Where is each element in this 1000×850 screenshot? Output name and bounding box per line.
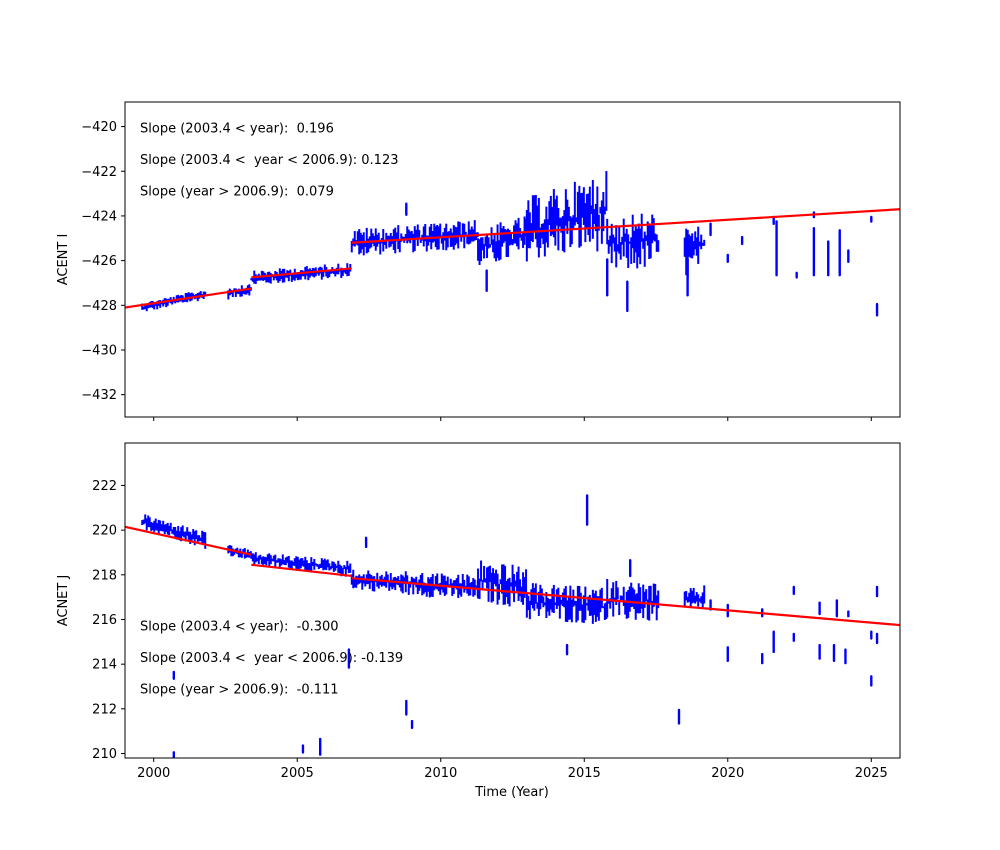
axes-frame xyxy=(124,101,901,418)
slope-annotation: Slope (2003.4 < year): -0.300 xyxy=(140,620,339,635)
y-tick-label: 222 xyxy=(92,479,117,494)
y-axis-label: ACNET J xyxy=(56,575,71,627)
y-tick-label: 214 xyxy=(92,658,117,673)
data-cluster xyxy=(606,213,660,269)
y-tick-label: 220 xyxy=(92,524,117,539)
y-tick-label: −422 xyxy=(81,165,117,180)
x-tick-label: 2025 xyxy=(855,766,888,781)
x-tick-label: 2020 xyxy=(711,766,744,781)
y-tick-label: −420 xyxy=(81,120,117,135)
fit-line-segment xyxy=(125,287,252,309)
y-tick-label: −428 xyxy=(81,299,117,314)
fit-line-segment xyxy=(125,525,252,556)
axes-frame xyxy=(124,442,901,759)
y-tick-label: −426 xyxy=(81,254,117,269)
data-cluster xyxy=(683,226,706,279)
bottom-panel: 210 212 214 216 218 220 222 2000 2005 2010 2015 202… xyxy=(56,442,901,781)
x-tick-label: 2000 xyxy=(137,766,170,781)
x-axis-label: Time (Year) xyxy=(474,785,549,800)
slope-annotation: Slope (2003.4 < year < 2006.9): -0.139 xyxy=(140,651,403,666)
data-cluster xyxy=(683,585,706,609)
y-tick-label: −430 xyxy=(81,343,117,358)
plot-area xyxy=(125,171,900,317)
x-tick-label: 2010 xyxy=(424,766,457,781)
y-tick-label: 218 xyxy=(92,568,117,583)
y-tick-label: −432 xyxy=(81,388,117,403)
x-tick-label: 2015 xyxy=(568,766,601,781)
y-tick-label: 216 xyxy=(92,613,117,628)
data-cluster xyxy=(141,514,207,549)
y-tick-label: −424 xyxy=(81,209,117,224)
slope-annotation: Slope (2003.4 < year < 2006.9): 0.123 xyxy=(140,153,399,168)
y-tick-label: 210 xyxy=(92,747,117,762)
x-tick-label: 2005 xyxy=(281,766,314,781)
slope-annotation: Slope (year > 2006.9): 0.079 xyxy=(140,185,334,200)
data-cluster xyxy=(606,578,660,621)
top-panel: −432 −430 −428 −426 −424 −422 −420 ACENT I Slope… xyxy=(56,101,901,421)
slope-annotation: Slope (year > 2006.9): -0.111 xyxy=(140,683,339,698)
fit-line-segment xyxy=(351,577,900,627)
data-cluster xyxy=(525,583,608,624)
slope-annotation: Slope (2003.4 < year): 0.196 xyxy=(140,122,334,137)
fit-line-segment xyxy=(251,267,352,279)
plot-area xyxy=(125,494,900,758)
fit-line-segment xyxy=(251,563,352,578)
fit-line-segment xyxy=(351,208,900,244)
y-axis-label: ACENT I xyxy=(56,234,71,286)
y-tick-label: 212 xyxy=(92,702,117,717)
